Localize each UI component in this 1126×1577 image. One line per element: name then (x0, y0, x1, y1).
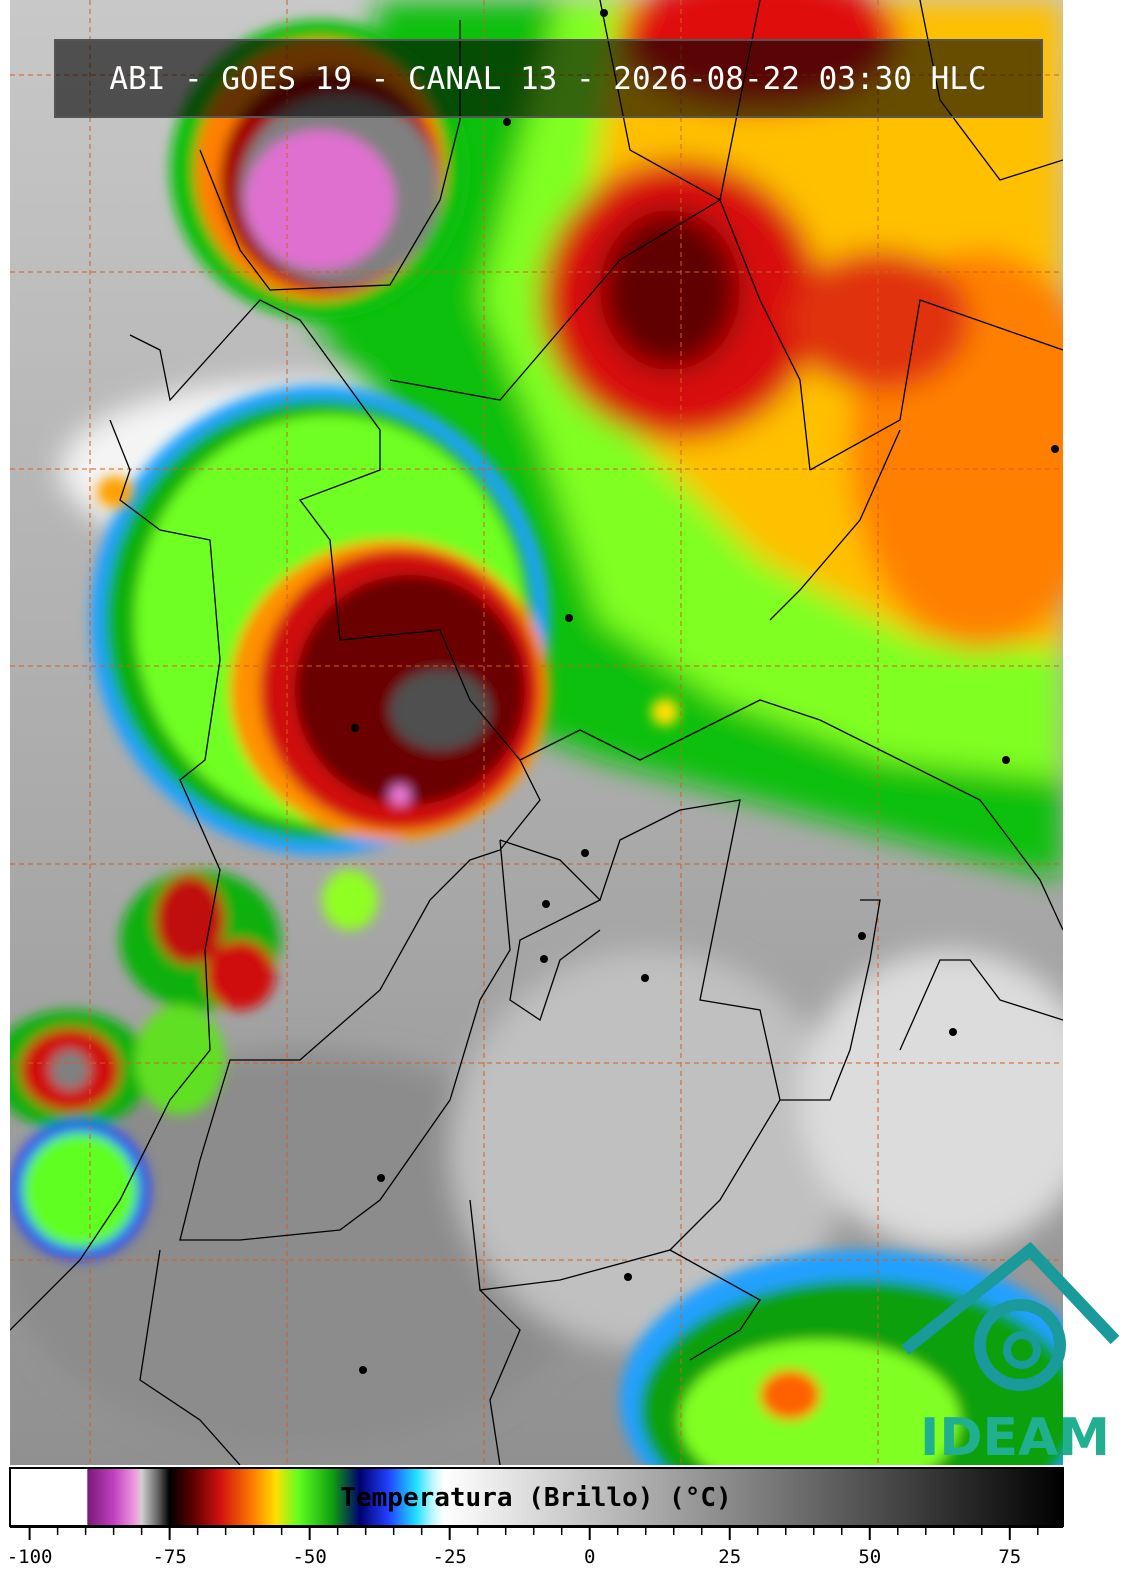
logo-text: IDEAM (920, 1408, 1110, 1468)
colorbar-tick-label: 50 (858, 1546, 881, 1568)
colorbar-tick-label: 75 (998, 1546, 1021, 1568)
colorbar-tick-label: 0 (584, 1546, 595, 1568)
borders (10, 0, 1063, 1465)
colorbar-tick-label: -25 (433, 1546, 467, 1568)
colorbar-tick-label: -75 (152, 1546, 186, 1568)
title: ABI - GOES 19 - CANAL 13 - 2026-08-22 03… (109, 61, 986, 97)
logo: IDEAM (901, 1241, 1120, 1468)
colorbar-tick-label: -100 (7, 1546, 53, 1568)
colorbar-tick-label: 25 (718, 1546, 741, 1568)
imagery (10, 0, 1063, 1465)
graticule (10, 0, 1063, 1465)
colorbar-tick-label: -50 (292, 1546, 326, 1568)
title-banner (54, 39, 1043, 118)
colorbar-label: Temperatura (Brillo) (°C) (340, 1483, 731, 1513)
city-markers (351, 9, 1059, 1374)
